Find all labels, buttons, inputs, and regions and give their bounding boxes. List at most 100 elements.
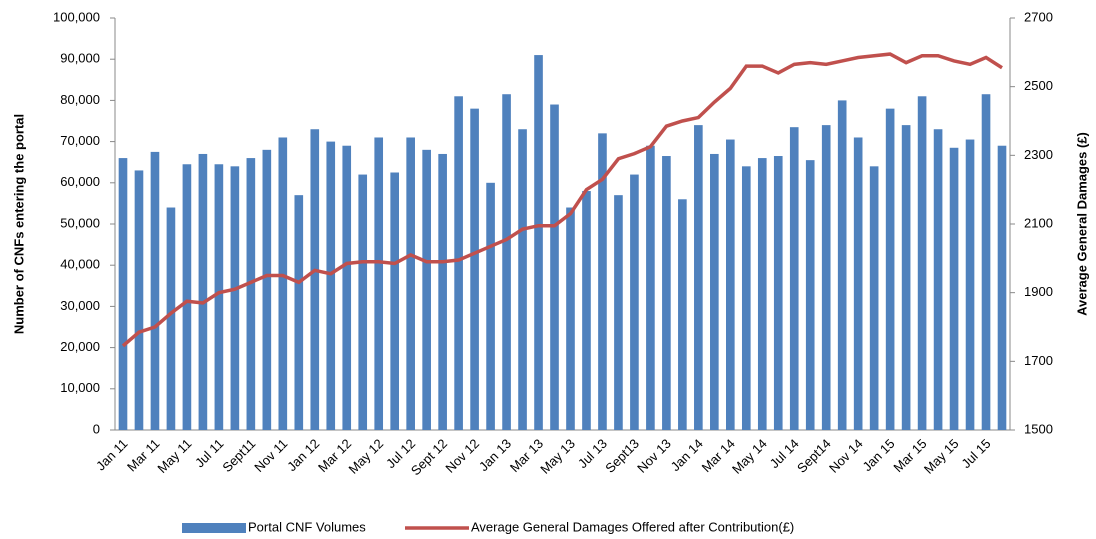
y2-axis-title: Average General Damages (£)	[1074, 132, 1089, 316]
bar	[470, 108, 479, 430]
bar	[678, 199, 687, 430]
bar	[566, 207, 575, 430]
y2-tick-label: 2300	[1024, 147, 1053, 162]
y-axis-title: Number of CNFs entering the portal	[11, 114, 26, 334]
bar	[390, 172, 400, 430]
y-tick-label: 70,000	[60, 133, 100, 148]
x-tick-label: Nov 11	[251, 436, 290, 475]
x-tick-label: Nov 12	[442, 436, 482, 476]
bar	[741, 166, 751, 430]
bar	[710, 153, 719, 430]
y-tick-label: 80,000	[60, 92, 100, 107]
bar	[869, 166, 879, 430]
y-tick-label: 0	[93, 421, 100, 436]
bar	[981, 94, 991, 430]
bar	[614, 195, 623, 430]
y-tick-label: 50,000	[60, 215, 100, 230]
legend-label: Average General Damages Offered after Co…	[471, 519, 794, 534]
bar	[150, 151, 160, 430]
bar	[166, 207, 176, 430]
bar	[262, 149, 272, 430]
bar	[582, 191, 591, 430]
bar	[326, 141, 336, 430]
x-tick-label: Sept 12	[408, 436, 450, 478]
y-tick-label: 100,000	[53, 9, 100, 24]
line	[121, 52, 1003, 348]
bar	[646, 145, 655, 430]
x-tick-label: Jan 15	[859, 436, 897, 474]
x-tick-label: Sept14	[794, 436, 834, 476]
bar	[965, 139, 975, 431]
bar	[134, 170, 144, 430]
y-tick-label: 10,000	[60, 380, 100, 395]
y-tick-label: 90,000	[60, 51, 100, 66]
y-tick-label: 30,000	[60, 298, 100, 313]
y2-tick-label: 2100	[1024, 215, 1053, 230]
x-tick-label: May 13	[537, 436, 578, 477]
bar	[789, 127, 799, 431]
bar	[422, 149, 431, 430]
bar	[310, 129, 320, 431]
bar	[342, 145, 352, 430]
bar	[198, 153, 208, 430]
bar	[598, 133, 607, 431]
x-tick-label: May 15	[921, 436, 962, 477]
bar	[853, 137, 863, 431]
x-tick-label: Jan 11	[93, 436, 131, 474]
bar	[773, 156, 783, 430]
bar	[214, 164, 224, 430]
y-tick-label: 60,000	[60, 174, 100, 189]
bar	[757, 158, 767, 430]
y-tick-label: 20,000	[60, 339, 100, 354]
y2-tick-label: 1700	[1024, 353, 1053, 368]
bar	[694, 125, 703, 431]
bar	[182, 164, 192, 430]
bar	[118, 158, 128, 430]
y2-tick-label: 1900	[1024, 284, 1053, 299]
bar	[518, 129, 527, 431]
bar	[933, 129, 943, 431]
bar	[997, 145, 1007, 430]
bar	[454, 96, 463, 430]
bar	[837, 100, 847, 431]
x-tick-label: Jan 14	[668, 436, 706, 474]
y2-tick-label: 2700	[1024, 9, 1053, 24]
bar	[246, 158, 256, 430]
bar	[630, 174, 639, 430]
x-tick-label: Nov 13	[634, 436, 674, 476]
bar	[901, 125, 911, 431]
x-tick-label: Sept11	[219, 436, 258, 475]
x-tick-label: May 14	[729, 436, 770, 477]
bar	[278, 137, 288, 431]
bar	[805, 160, 815, 430]
bar	[917, 96, 927, 430]
bar	[406, 137, 415, 431]
x-tick-label: Jan 13	[476, 436, 514, 474]
x-tick-label: Jul 15	[958, 436, 993, 471]
x-tick-label: May 12	[345, 436, 386, 477]
bar	[885, 108, 895, 430]
bar	[821, 125, 831, 431]
bar	[486, 182, 495, 430]
bar	[358, 174, 368, 430]
x-tick-label: Sept13	[602, 436, 642, 476]
bar	[949, 147, 959, 430]
y2-tick-label: 2500	[1024, 78, 1053, 93]
legend-swatch	[182, 523, 246, 533]
y-tick-label: 40,000	[60, 257, 100, 272]
x-tick-label: May 11	[154, 436, 194, 476]
bar	[662, 156, 671, 430]
bar	[502, 94, 511, 430]
bar	[294, 195, 304, 430]
bar	[725, 139, 735, 431]
bar	[534, 55, 543, 431]
x-tick-label: Jan 12	[284, 436, 322, 474]
bar	[374, 137, 384, 431]
y2-tick-label: 1500	[1024, 421, 1053, 436]
bar	[230, 166, 240, 430]
x-tick-label: Nov 14	[826, 436, 866, 476]
bar	[550, 104, 559, 431]
legend-label: Portal CNF Volumes	[248, 519, 366, 534]
